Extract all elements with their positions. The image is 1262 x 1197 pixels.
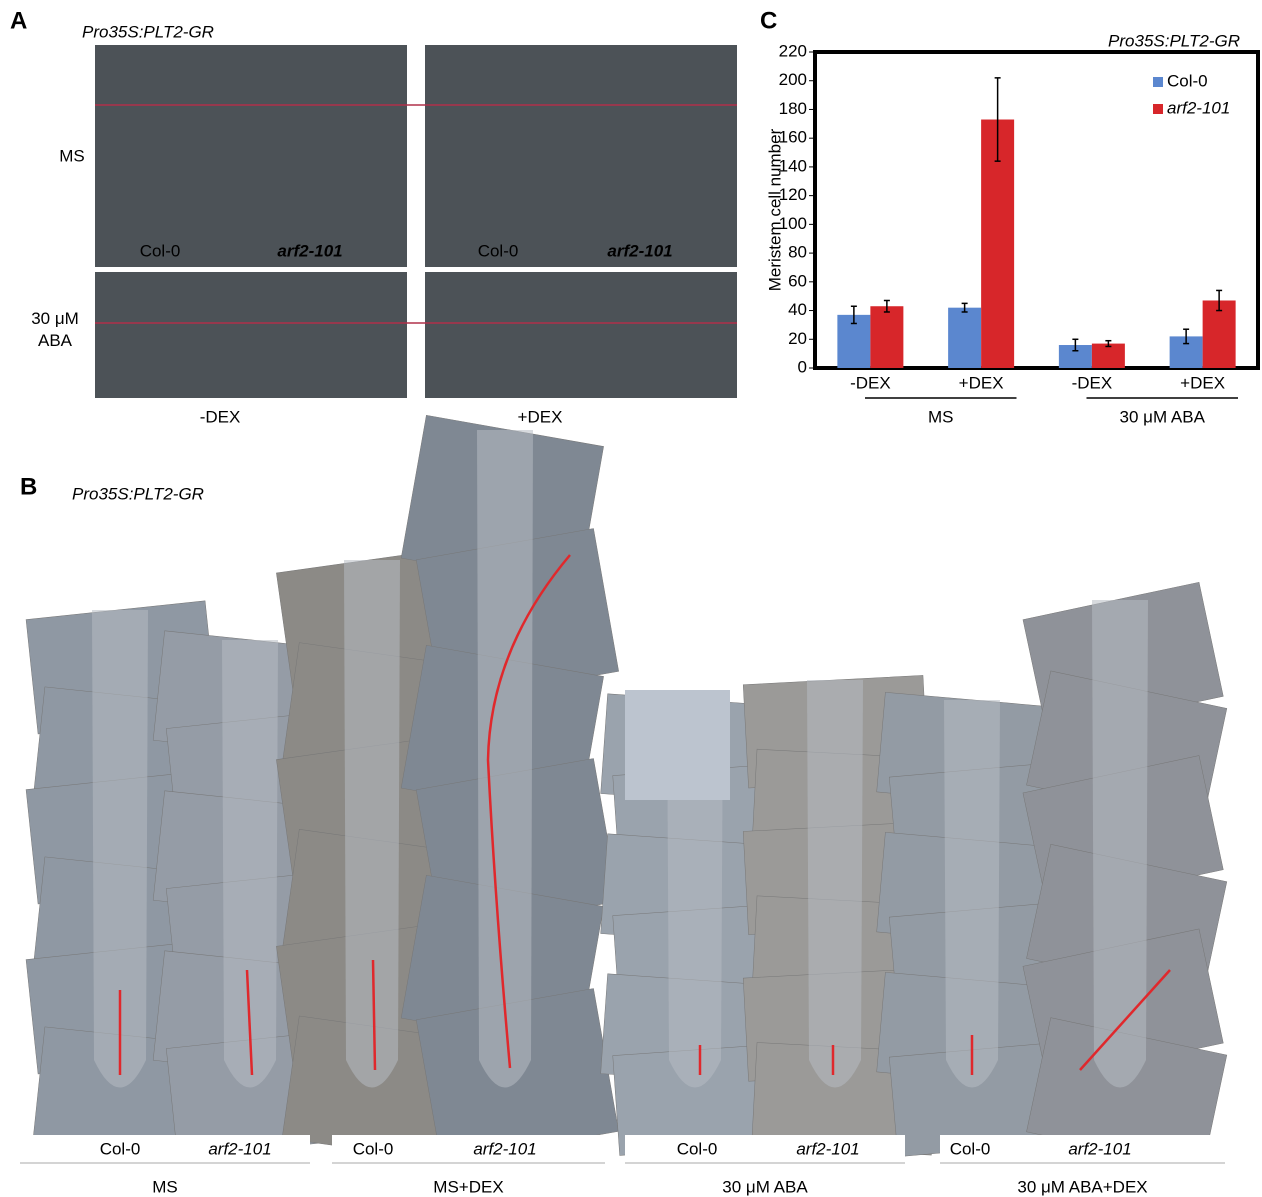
- genotype-label: arf2-101: [1068, 1139, 1131, 1158]
- column-label: -DEX: [200, 407, 241, 426]
- x-tick-label: +DEX: [1180, 373, 1225, 392]
- x-tick-label: -DEX: [850, 373, 891, 392]
- root: [344, 560, 400, 1088]
- root-photo-stack: [401, 415, 619, 1162]
- panel-subtitle: Pro35S:PLT2-GR: [82, 22, 214, 41]
- root: [477, 430, 533, 1088]
- row-label-box: 30 μM ABA: [22, 308, 88, 358]
- legend-label: arf2-101: [1167, 98, 1230, 117]
- y-tick-label: 120: [779, 185, 807, 204]
- group-label: MS: [152, 1177, 178, 1196]
- group-label: MS: [928, 407, 954, 426]
- y-tick-label: 220: [779, 41, 807, 60]
- legend-swatch: [1153, 77, 1163, 87]
- root: [944, 700, 1000, 1088]
- y-tick-label: 0: [798, 357, 807, 376]
- y-axis-label: Meristem cell number: [765, 128, 784, 291]
- genotype-label: Col-0: [100, 1139, 141, 1158]
- genotype-label: Col-0: [353, 1139, 394, 1158]
- panel-label: C: [760, 7, 777, 34]
- genotype-label: Col-0: [677, 1139, 718, 1158]
- root: [1092, 600, 1148, 1088]
- y-tick-label: 180: [779, 99, 807, 118]
- y-tick-label: 100: [779, 214, 807, 233]
- legend-swatch: [1153, 104, 1163, 114]
- photo: [95, 45, 407, 267]
- x-tick-label: +DEX: [959, 373, 1004, 392]
- photos: [95, 45, 737, 398]
- photo: [425, 45, 737, 267]
- y-tick-label: 60: [788, 271, 807, 290]
- y-tick-label: 200: [779, 70, 807, 89]
- y-tick-label: 40: [788, 300, 807, 319]
- chart-title: Pro35S:PLT2-GR: [1108, 31, 1240, 50]
- photo: [425, 272, 737, 398]
- y-tick-label: 20: [788, 329, 807, 348]
- column-label: +DEX: [518, 407, 563, 426]
- y-tick-label: 80: [788, 243, 807, 262]
- figure: A Pro35S:PLT2-GR MS 30 μM ABA -DEX +DEX …: [0, 0, 1262, 1197]
- genotype-label: Col-0: [140, 241, 181, 260]
- root-photos: [26, 415, 1227, 1169]
- genotype-label: arf2-101: [473, 1139, 536, 1158]
- genotype-label: arf2-101: [607, 241, 672, 260]
- x-tick-label: -DEX: [1072, 373, 1113, 392]
- genotype-label: arf2-101: [796, 1139, 859, 1158]
- panel-label: A: [10, 7, 27, 34]
- group-label: 30 μM ABA: [722, 1177, 808, 1196]
- row-label: MS: [59, 146, 85, 165]
- genotype-label: arf2-101: [208, 1139, 271, 1158]
- group-label: MS+DEX: [433, 1177, 503, 1196]
- photo: [95, 272, 407, 398]
- panel-subtitle: Pro35S:PLT2-GR: [72, 484, 204, 503]
- y-tick-label: 160: [779, 128, 807, 147]
- y-tick-label: 140: [779, 156, 807, 175]
- bar: [948, 308, 981, 368]
- root: [807, 680, 863, 1088]
- bar: [870, 306, 903, 368]
- row-label: 30 μM ABA: [22, 308, 88, 352]
- group-label: 30 μM ABA+DEX: [1017, 1177, 1147, 1196]
- bar: [1092, 344, 1125, 368]
- legend-label: Col-0: [1167, 71, 1208, 90]
- genotype-label: arf2-101: [277, 241, 342, 260]
- group-label: 30 μM ABA: [1120, 407, 1206, 426]
- bar-chart: C Pro35S:PLT2-GR Meristem cell number 0 2…: [760, 7, 1258, 426]
- root-photo-stack: [1023, 582, 1227, 1169]
- genotype-label: Col-0: [950, 1139, 991, 1158]
- genotype-label: Col-0: [478, 241, 519, 260]
- photo-tile: [625, 690, 730, 800]
- panel-label: B: [20, 473, 37, 500]
